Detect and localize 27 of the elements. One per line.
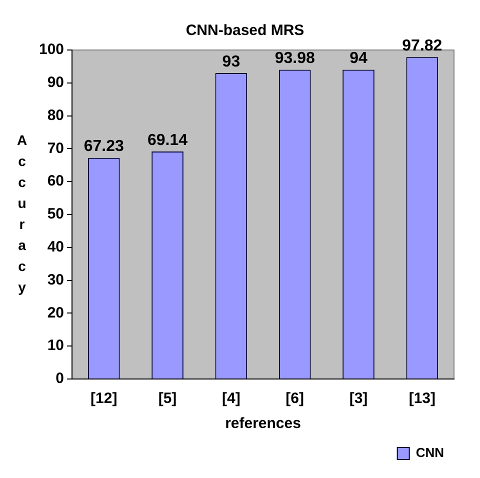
x-tick-label: [12] <box>90 390 118 408</box>
y-tick-label: 70 <box>47 140 64 157</box>
y-tick-label: 50 <box>47 206 64 223</box>
data-label: 97.82 <box>402 38 442 55</box>
y-tick-label: 40 <box>47 238 64 256</box>
data-label: 93.98 <box>274 50 315 68</box>
chart-title: CNN-based MRS <box>186 22 304 40</box>
x-tick-label: [4] <box>222 390 240 408</box>
y-tick-label: 80 <box>47 106 64 124</box>
x-tick-label: [3] <box>349 390 368 408</box>
data-label: 93 <box>222 53 240 70</box>
x-tick-label: [6] <box>286 390 304 408</box>
y-axis-title: Accuracy <box>16 132 28 295</box>
y-tick-label: 10 <box>47 337 64 354</box>
y-tick-label: 100 <box>38 41 64 58</box>
y-tick-label: 30 <box>47 271 64 288</box>
data-label: 67.23 <box>84 138 124 156</box>
legend-label: CNN <box>416 445 444 460</box>
data-label: 69.14 <box>147 132 188 149</box>
y-tick-label: 60 <box>47 172 64 190</box>
x-tick-label: [13] <box>408 390 436 408</box>
y-tick-label: 0 <box>56 370 64 388</box>
y-tick-label: 90 <box>47 74 64 92</box>
x-tick-label: [5] <box>158 390 177 408</box>
y-tick-label: 20 <box>47 304 64 322</box>
x-axis-title: references <box>225 415 301 432</box>
data-label: 94 <box>350 50 368 68</box>
